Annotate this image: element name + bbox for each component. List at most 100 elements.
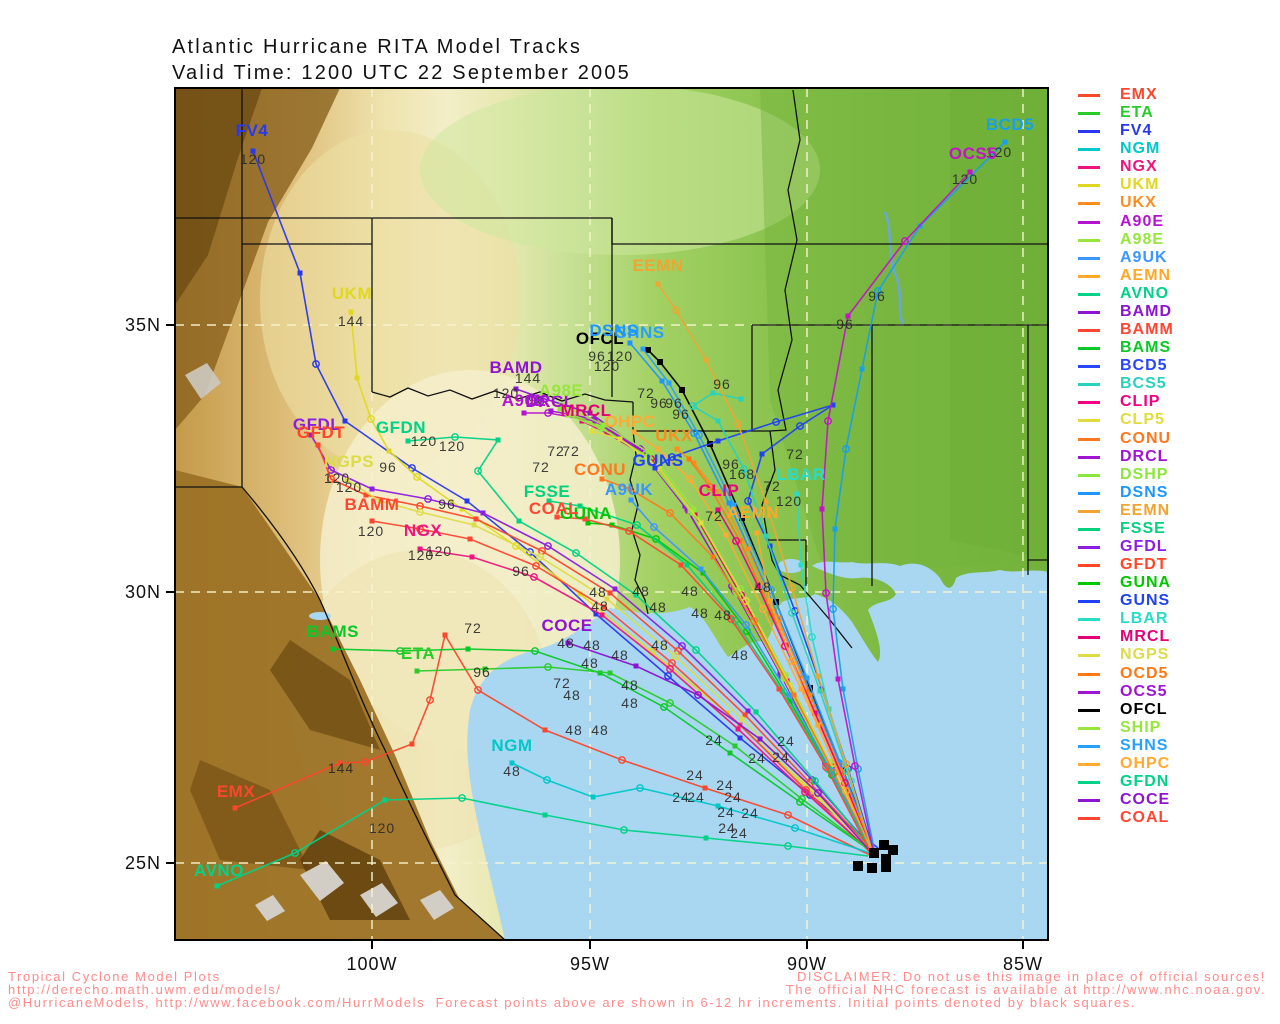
track-point-AEMN bbox=[815, 722, 821, 728]
track-point-DSHP bbox=[557, 406, 563, 412]
track-point-COCE bbox=[565, 640, 571, 646]
track-point-CLIP bbox=[715, 507, 721, 513]
track-GFDT bbox=[317, 444, 874, 852]
hour-label: 72 bbox=[553, 675, 571, 691]
track-point-A9UK bbox=[628, 497, 634, 503]
hour-label: 120 bbox=[607, 348, 633, 364]
track-point-GUNA bbox=[609, 522, 615, 528]
hour-label: 24 bbox=[741, 805, 759, 821]
track-point-NGX bbox=[666, 665, 674, 673]
legend-row-AVNO: AVNO bbox=[1076, 285, 1276, 303]
track-BCS5 bbox=[691, 392, 873, 851]
terrain-gray-patch bbox=[255, 895, 285, 921]
hour-label: 72 bbox=[547, 443, 565, 459]
hour-label: 96 bbox=[868, 288, 886, 304]
legend-label: LBAR bbox=[1120, 610, 1169, 628]
legend-row-EEMN: EEMN bbox=[1076, 502, 1276, 520]
model-label-NGM: NGM bbox=[491, 736, 532, 755]
track-point-GUNS bbox=[772, 418, 780, 426]
legend-label: A98E bbox=[1120, 230, 1165, 248]
track-point-UKM bbox=[386, 448, 392, 454]
track-point-GFDT bbox=[607, 590, 613, 596]
hour-label: 96 bbox=[473, 664, 491, 680]
legend-row-A9UK: A9UK bbox=[1076, 249, 1276, 267]
track-point-GFDL bbox=[308, 432, 314, 438]
hour-label: 120 bbox=[324, 470, 350, 486]
track-CONU bbox=[601, 478, 873, 853]
track-point-EMX bbox=[232, 805, 238, 811]
legend-row-UKX: UKX bbox=[1076, 194, 1276, 212]
initial-point-square bbox=[881, 862, 891, 872]
track-point-AEMN bbox=[767, 598, 773, 604]
legend-dash-icon bbox=[1078, 600, 1100, 604]
track-point-OCS5 bbox=[822, 589, 830, 597]
track-point-DRCL bbox=[684, 506, 690, 512]
legend-dash-icon bbox=[1078, 582, 1100, 586]
legend-row-BAMS: BAMS bbox=[1076, 339, 1276, 357]
lat-tick-label: 30N bbox=[125, 582, 161, 602]
hour-label: 48 bbox=[651, 637, 669, 653]
track-point-A98E bbox=[559, 402, 565, 408]
track-point-GFDT bbox=[327, 475, 335, 483]
legend-dash-icon bbox=[1078, 527, 1100, 531]
track-point-FV4 bbox=[342, 418, 348, 424]
track-point-NGM bbox=[509, 760, 515, 766]
track-GFDN bbox=[407, 436, 873, 851]
hour-label: 48 bbox=[565, 722, 583, 738]
legend-dash-icon bbox=[1078, 781, 1100, 785]
track-point-BAMD bbox=[587, 410, 593, 416]
hour-label: 96 bbox=[665, 395, 683, 411]
hour-label: 120 bbox=[439, 438, 465, 454]
hour-label: 24 bbox=[730, 825, 748, 841]
hour-label: 120 bbox=[358, 523, 384, 539]
track-point-FV4 bbox=[664, 672, 672, 680]
hour-label: 48 bbox=[591, 722, 609, 738]
legend-row-OFCL: OFCL bbox=[1076, 701, 1276, 719]
model-label-UKM: UKM bbox=[332, 284, 372, 303]
legend-row-OCD5: OCD5 bbox=[1076, 665, 1276, 683]
lon-tick-label: 85W bbox=[1003, 954, 1043, 974]
track-CLIP bbox=[717, 509, 873, 853]
legend-row-SHIP: SHIP bbox=[1076, 719, 1276, 737]
lon-tick-label: 90W bbox=[787, 954, 827, 974]
legend-row-OCS5: OCS5 bbox=[1076, 683, 1276, 701]
track-point-A9UK bbox=[742, 621, 750, 629]
track-GFDL bbox=[310, 434, 874, 850]
track-point-NGX bbox=[735, 726, 741, 732]
track-point-FSSE bbox=[546, 498, 552, 504]
track-point-A98E bbox=[691, 506, 697, 512]
track-point-ETA bbox=[607, 670, 613, 676]
state-border bbox=[769, 89, 801, 432]
legend-dash-icon bbox=[1078, 618, 1100, 622]
track-point-CLP5 bbox=[698, 520, 704, 526]
track-point-AVNO bbox=[542, 812, 548, 818]
legend-dash-icon bbox=[1078, 455, 1100, 459]
track-point-FV4 bbox=[408, 464, 416, 472]
track-point-CONU bbox=[750, 617, 758, 625]
track-point-CLP5 bbox=[742, 597, 750, 605]
legend-label: BAMM bbox=[1120, 321, 1174, 339]
legend-label: OFCL bbox=[1120, 700, 1168, 718]
track-point-A9UK bbox=[650, 523, 658, 531]
legend-label: A9UK bbox=[1120, 248, 1168, 266]
map-frame bbox=[174, 87, 1049, 941]
track-point-BCS5 bbox=[738, 396, 744, 402]
track-point-AVNO bbox=[703, 835, 709, 841]
track-COCE bbox=[567, 642, 873, 854]
footer-disclaimer: DISCLAIMER: Do not use this image in pla… bbox=[785, 969, 1266, 997]
track-point-OCD5 bbox=[737, 538, 743, 544]
track-SHNS bbox=[642, 348, 874, 851]
track-point-GFDL bbox=[745, 708, 751, 714]
track-point-FV4 bbox=[464, 498, 470, 504]
hour-label: 48 bbox=[503, 763, 521, 779]
model-label-GUNA: GUNA bbox=[560, 504, 612, 523]
model-label-FV4: FV4 bbox=[236, 121, 269, 140]
track-point-GUNA bbox=[787, 698, 793, 704]
track-point-EEMN bbox=[815, 673, 821, 679]
terrain-mexico-dark2 bbox=[190, 760, 310, 870]
track-point-EMX bbox=[442, 632, 448, 638]
hour-label: 96 bbox=[650, 395, 668, 411]
hour-label: 48 bbox=[611, 647, 629, 663]
